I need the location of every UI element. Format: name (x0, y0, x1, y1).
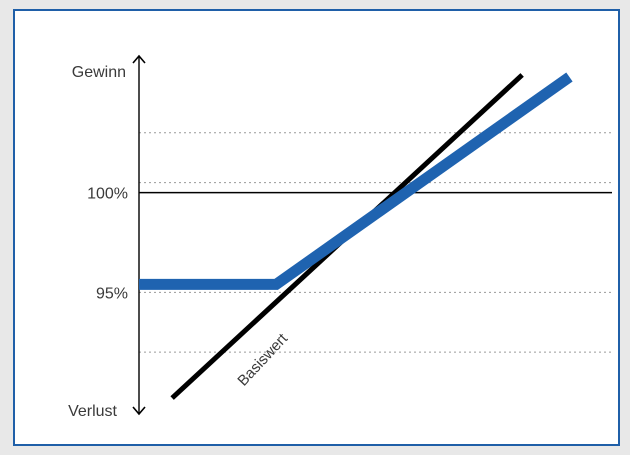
series-product-line (139, 72, 573, 290)
y-axis-top-label: Gewinn (72, 64, 126, 81)
underlying-annotation: Basiswert (234, 330, 291, 390)
arrow-up-icon (132, 54, 146, 64)
y-tick-label-0: 100% (87, 186, 128, 203)
y-axis-bottom-label: Verlust (68, 403, 117, 420)
arrow-down-icon (132, 406, 146, 416)
y-tick-labels: 100% 95% (87, 186, 128, 303)
chart-frame (13, 9, 620, 446)
y-axis (132, 54, 146, 416)
series-lines (139, 72, 573, 400)
y-tick-label-1: 95% (96, 285, 128, 302)
gridlines (139, 132, 612, 353)
